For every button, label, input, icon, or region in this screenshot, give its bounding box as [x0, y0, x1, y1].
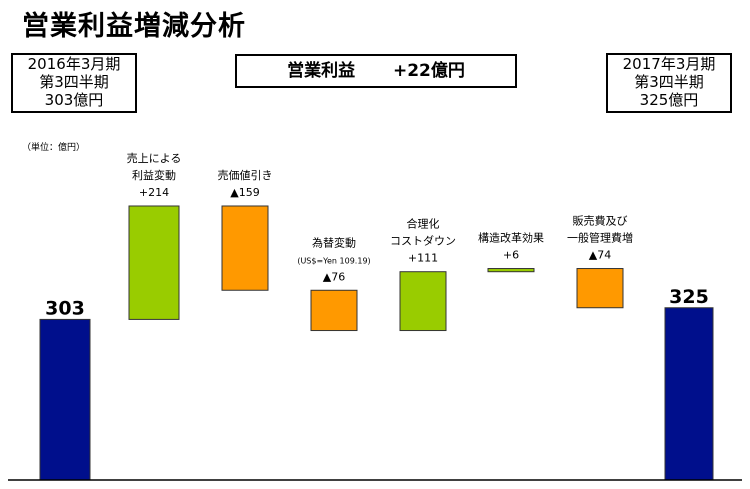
waterfall-bar	[487, 268, 535, 273]
category-label: 利益変動	[132, 168, 176, 182]
current-period-box: 2017年3月期 第3四半期 325億円	[606, 53, 732, 113]
summary-label: 営業利益	[287, 61, 356, 81]
current-period-year: 2017年3月期	[622, 55, 716, 73]
category-label: 合理化	[407, 217, 440, 231]
current-period-quarter: 第3四半期	[634, 73, 704, 91]
unit-label: （単位：億円）	[22, 143, 86, 153]
waterfall-bar	[310, 289, 358, 332]
page-title: 営業利益増減分析	[22, 11, 246, 42]
prior-period-box: 2016年3月期 第3四半期 303億円	[11, 53, 137, 113]
category-label: 構造改革効果	[478, 231, 544, 245]
category-label: 売上による	[127, 152, 182, 165]
change-value-label: +6	[503, 249, 519, 262]
change-value-label: ▲159	[230, 186, 259, 199]
waterfall-bar	[39, 318, 91, 481]
prior-period-quarter: 第3四半期	[39, 73, 109, 91]
waterfall-bar	[399, 271, 447, 332]
prior-period-amount: 303億円	[44, 91, 104, 109]
category-label: (US$=Yen 109.19)	[297, 256, 370, 265]
category-label: 為替変動	[312, 235, 356, 249]
category-label: 売価値引き	[218, 168, 273, 182]
change-value-label: +214	[139, 186, 169, 199]
prior-period-year: 2016年3月期	[27, 55, 121, 73]
summary-change: +22億円	[392, 61, 465, 81]
waterfall-bar	[576, 268, 624, 309]
change-value-label: +111	[408, 252, 438, 265]
total-value-label: 303	[45, 297, 85, 319]
category-label: 一般管理費増	[567, 231, 633, 245]
waterfall-bar	[664, 307, 714, 481]
category-label: コストダウン	[390, 234, 456, 248]
waterfall-bar	[221, 205, 269, 291]
change-value-label: ▲76	[323, 270, 345, 283]
current-period-amount: 325億円	[639, 91, 699, 109]
total-value-label: 325	[669, 286, 709, 308]
waterfall-bar	[128, 205, 180, 320]
summary-box: 営業利益 +22億円	[235, 54, 517, 88]
change-value-label: ▲74	[589, 249, 611, 262]
category-label: 販売費及び	[573, 214, 628, 228]
